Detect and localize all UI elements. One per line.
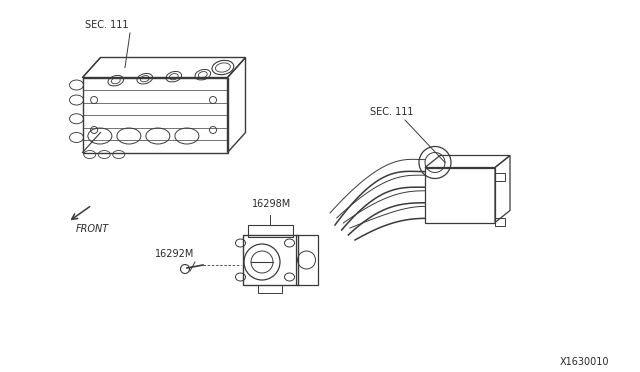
Bar [495, 218, 505, 225]
Bar [248, 225, 292, 237]
Text: 16298M: 16298M [252, 199, 291, 209]
Bar [296, 235, 317, 285]
Text: 16292M: 16292M [155, 249, 195, 259]
Text: FRONT: FRONT [76, 224, 109, 234]
Bar [495, 173, 505, 180]
Text: SEC. 111: SEC. 111 [370, 107, 413, 117]
Text: SEC. 111: SEC. 111 [85, 20, 129, 30]
Text: X1630010: X1630010 [560, 357, 609, 367]
Bar [243, 235, 298, 285]
Bar [258, 285, 282, 293]
